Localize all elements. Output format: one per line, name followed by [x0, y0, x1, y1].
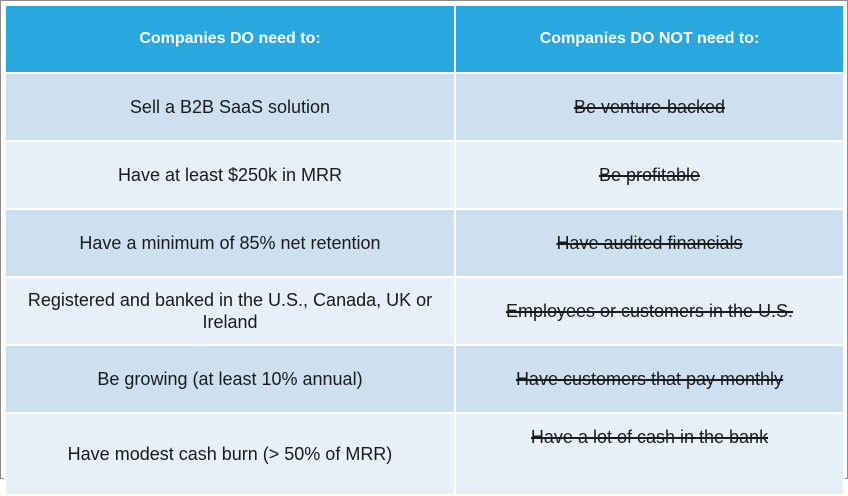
do-requirement-cell: Have at least $250k in MRR	[4, 140, 456, 210]
not-requirement-text: Employees or customers in the U.S.	[505, 301, 794, 321]
do-requirement-cell: Sell a B2B SaaS solution	[4, 72, 456, 142]
do-requirement-cell: Have modest cash burn (> 50% of MRR)	[4, 412, 456, 496]
table-row: Registered and banked in the U.S., Canad…	[4, 276, 845, 346]
not-requirement-cell: Have customers that pay monthly	[454, 344, 845, 414]
not-requirement-text: Have audited financials	[556, 233, 743, 253]
table-row: Have modest cash burn (> 50% of MRR) Hav…	[4, 412, 845, 496]
table-row: Have a minimum of 85% net retention Have…	[4, 208, 845, 278]
not-requirement-cell: Be profitable	[454, 140, 845, 210]
header-row: Companies DO need to: Companies DO NOT n…	[4, 4, 845, 74]
not-requirement-cell: Be venture-backed	[454, 72, 845, 142]
do-requirement-cell: Be growing (at least 10% annual)	[4, 344, 456, 414]
table-row: Sell a B2B SaaS solution Be venture-back…	[4, 72, 845, 142]
not-requirement-text: Be profitable	[598, 165, 701, 185]
not-requirement-cell: Have a lot of cash in the bank	[454, 412, 845, 496]
do-requirement-cell: Have a minimum of 85% net retention	[4, 208, 456, 278]
header-do-not: Companies DO NOT need to:	[454, 4, 845, 74]
do-requirement-cell: Registered and banked in the U.S., Canad…	[4, 276, 456, 346]
not-requirement-text: Have a lot of cash in the bank	[530, 427, 769, 447]
header-do: Companies DO need to:	[4, 4, 456, 74]
requirements-table: Companies DO need to: Companies DO NOT n…	[4, 4, 845, 496]
table-row: Be growing (at least 10% annual) Have cu…	[4, 344, 845, 414]
table-row: Have at least $250k in MRR Be profitable	[4, 140, 845, 210]
not-requirement-cell: Employees or customers in the U.S.	[454, 276, 845, 346]
not-requirement-cell: Have audited financials	[454, 208, 845, 278]
not-requirement-text: Be venture-backed	[573, 97, 726, 117]
not-requirement-text: Have customers that pay monthly	[515, 369, 784, 389]
